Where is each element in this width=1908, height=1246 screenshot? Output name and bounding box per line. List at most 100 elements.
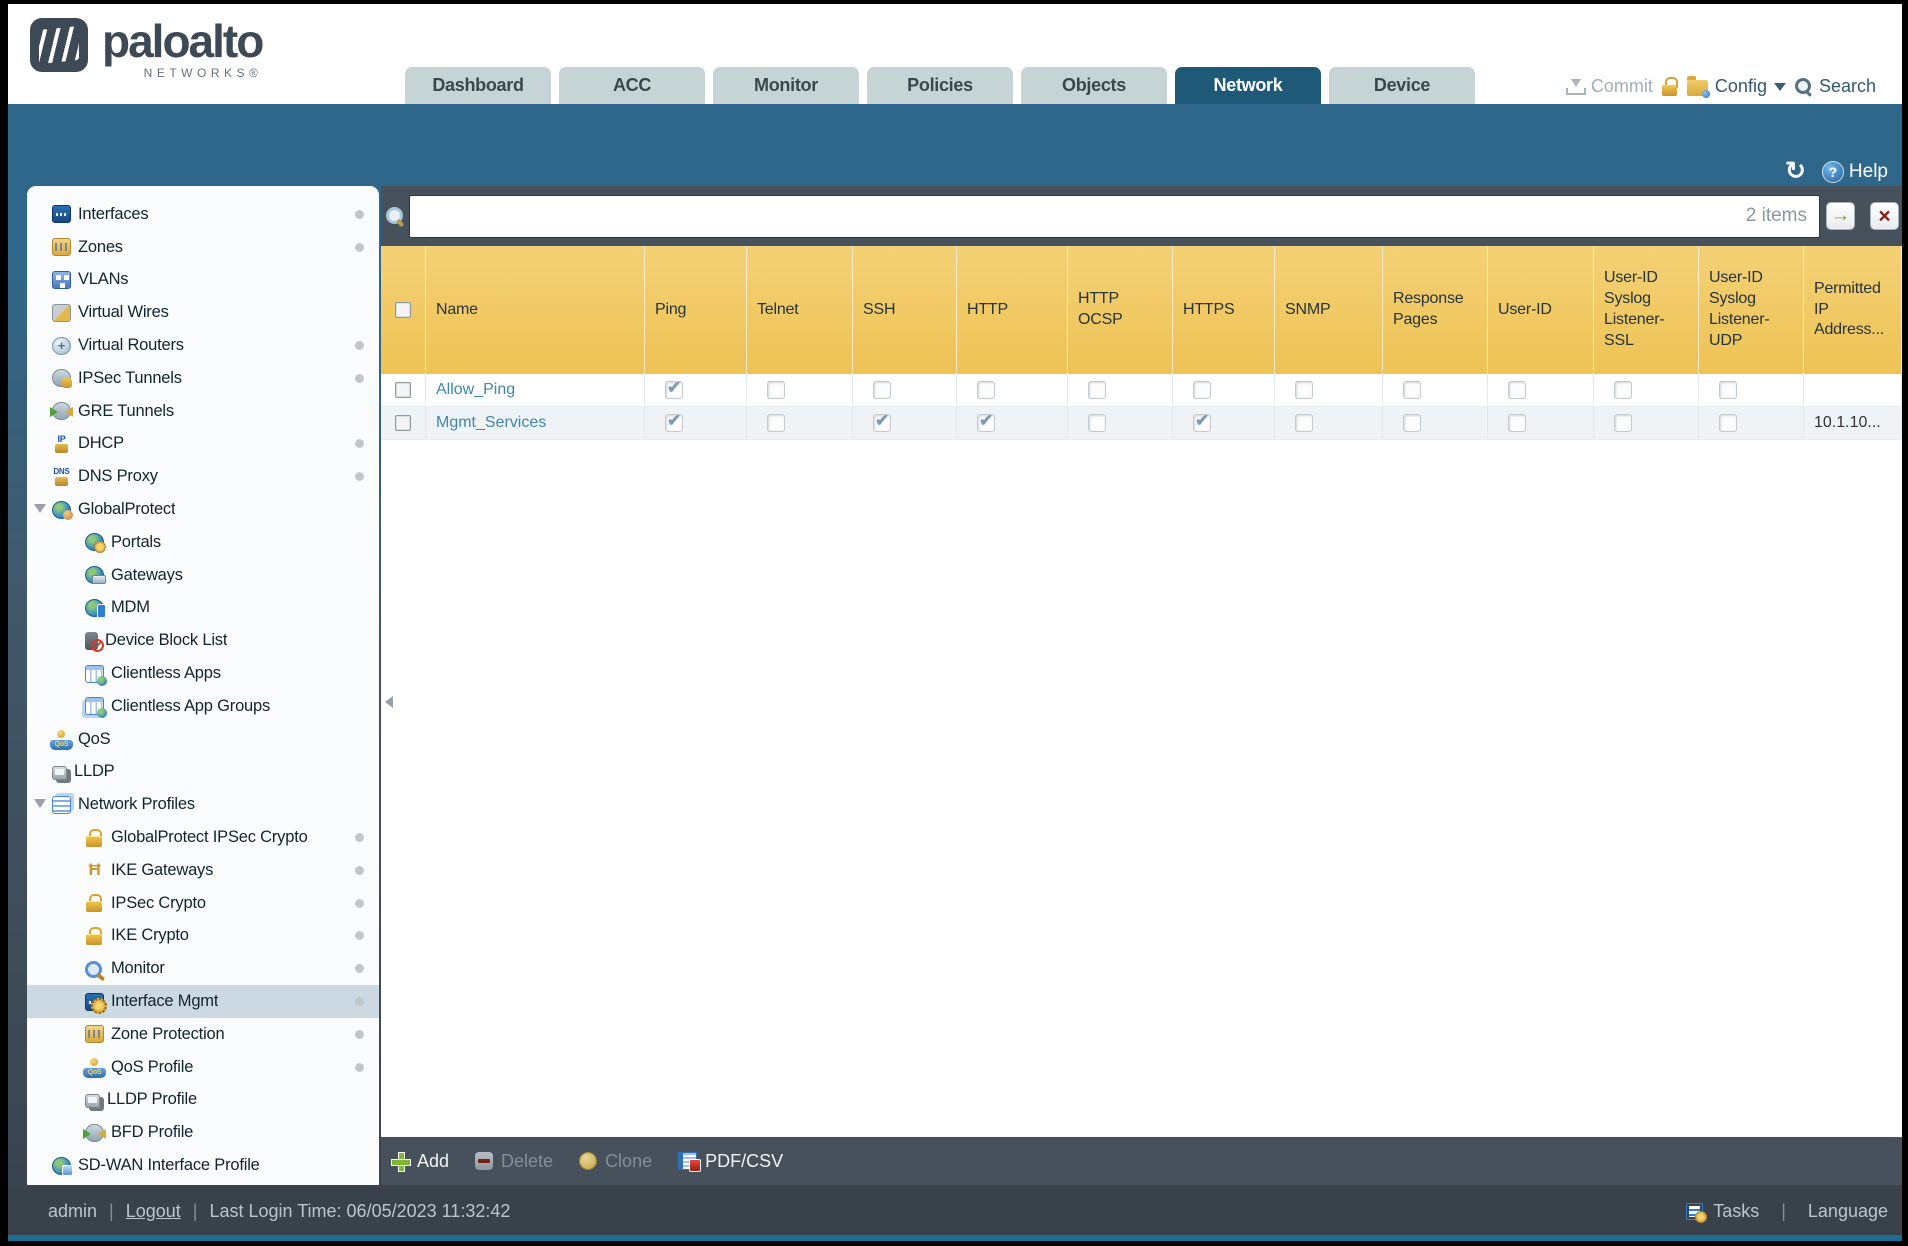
clear-filter-button[interactable]: ×: [1870, 202, 1899, 230]
row-select-checkbox[interactable]: [395, 382, 411, 398]
checkbox-unchecked[interactable]: [1193, 381, 1211, 399]
search-menu-button[interactable]: Search: [1794, 76, 1876, 97]
sidebar-item-ipsec-tunnels[interactable]: IPSec Tunnels: [27, 362, 379, 395]
sidebar-item-lldp-profile[interactable]: LLDP Profile: [27, 1084, 379, 1117]
sidebar-item-dhcp[interactable]: DHCP: [27, 428, 379, 461]
sidebar-item-qos-profile[interactable]: QoS Profile: [27, 1051, 379, 1084]
sidebar-item-globalprotect-ipsec-crypto[interactable]: GlobalProtect IPSec Crypto: [27, 821, 379, 854]
sidebar-item-dns-proxy[interactable]: DNS Proxy: [27, 460, 379, 493]
sidebar-item-ike-gateways[interactable]: IKE Gateways: [27, 854, 379, 887]
filter-search-icon[interactable]: [386, 207, 404, 225]
logout-link[interactable]: Logout: [125, 1201, 181, 1221]
sidebar-item-network-profiles[interactable]: Network Profiles: [27, 788, 379, 821]
filter-input[interactable]: [422, 205, 1736, 227]
checkbox-checked[interactable]: [873, 411, 891, 432]
sidebar-item-vlans[interactable]: VLANs: [27, 264, 379, 297]
column-header-http[interactable]: HTTP: [957, 246, 1068, 374]
column-header-response-pages[interactable]: Response Pages: [1383, 246, 1488, 374]
lock-icon[interactable]: [1661, 77, 1678, 96]
add-button[interactable]: Add: [391, 1151, 449, 1172]
sidebar-item-label: DNS Proxy: [78, 467, 158, 486]
row-select-checkbox[interactable]: [395, 415, 411, 431]
column-header-permitted-ip-address-[interactable]: Permitted IP Address...: [1804, 246, 1902, 374]
tree-expander-icon[interactable]: [34, 799, 46, 814]
checkbox-unchecked[interactable]: [767, 414, 785, 432]
sidebar-item-sd-wan-interface-profile[interactable]: SD-WAN Interface Profile: [27, 1149, 379, 1182]
sidebar-item-virtual-routers[interactable]: Virtual Routers: [27, 329, 379, 362]
tree-expander-icon[interactable]: [34, 504, 46, 519]
checkbox-unchecked[interactable]: [1295, 381, 1313, 399]
profile-name-link[interactable]: Allow_Ping: [436, 381, 516, 398]
sidebar-collapse-handle[interactable]: [379, 696, 393, 708]
checkbox-unchecked[interactable]: [977, 381, 995, 399]
select-all-checkbox[interactable]: [395, 302, 411, 318]
pdfcsv-button[interactable]: PDF/CSV: [678, 1151, 783, 1172]
column-header-user-id[interactable]: User-ID: [1488, 246, 1594, 374]
sidebar-item-gre-tunnels[interactable]: GRE Tunnels: [27, 395, 379, 428]
help-button[interactable]: ? Help: [1821, 160, 1888, 183]
sidebar-item-monitor[interactable]: Monitor: [27, 952, 379, 985]
profile-name-link[interactable]: Mgmt_Services: [436, 414, 547, 431]
checkbox-unchecked[interactable]: [1508, 381, 1526, 399]
tab-device[interactable]: Device: [1329, 67, 1475, 104]
commit-button[interactable]: Commit: [1565, 76, 1653, 97]
column-header-https[interactable]: HTTPS: [1173, 246, 1275, 374]
sidebar-item-label: QoS: [78, 729, 111, 748]
tab-acc[interactable]: ACC: [559, 67, 705, 104]
checkbox-unchecked[interactable]: [1614, 381, 1632, 399]
tab-monitor[interactable]: Monitor: [713, 67, 859, 104]
checkbox-checked[interactable]: [977, 411, 995, 432]
service-cell-user-id-syslog-listener-udp: [1699, 374, 1804, 406]
column-header-snmp[interactable]: SNMP: [1275, 246, 1383, 374]
tab-network[interactable]: Network: [1175, 67, 1321, 104]
sidebar-item-qos[interactable]: QoS: [27, 723, 379, 756]
sidebar-item-portals[interactable]: Portals: [27, 526, 379, 559]
checkbox-unchecked[interactable]: [1719, 381, 1737, 399]
checkbox-unchecked[interactable]: [873, 381, 891, 399]
checkbox-unchecked[interactable]: [1719, 414, 1737, 432]
checkbox-unchecked[interactable]: [1403, 414, 1421, 432]
sidebar-item-ike-crypto[interactable]: IKE Crypto: [27, 920, 379, 953]
sidebar-item-globalprotect[interactable]: GlobalProtect: [27, 493, 379, 526]
refresh-icon[interactable]: ↻: [1784, 157, 1806, 185]
sidebar-item-mdm[interactable]: MDM: [27, 592, 379, 625]
checkbox-checked[interactable]: [1193, 411, 1211, 432]
sidebar-item-virtual-wires[interactable]: Virtual Wires: [27, 296, 379, 329]
sidebar-item-clientless-apps[interactable]: Clientless Apps: [27, 657, 379, 690]
checkbox-unchecked[interactable]: [1295, 414, 1313, 432]
sidebar-item-interfaces[interactable]: Interfaces: [27, 198, 379, 231]
sidebar-item-ipsec-crypto[interactable]: IPSec Crypto: [27, 887, 379, 920]
sidebar-item-gateways[interactable]: Gateways: [27, 559, 379, 592]
sidebar-item-bfd-profile[interactable]: BFD Profile: [27, 1116, 379, 1149]
sidebar-item-lldp[interactable]: LLDP: [27, 756, 379, 789]
checkbox-unchecked[interactable]: [1614, 414, 1632, 432]
tasks-link[interactable]: Tasks: [1713, 1201, 1760, 1221]
column-header-ssh[interactable]: SSH: [853, 246, 957, 374]
column-header-ping[interactable]: Ping: [645, 246, 747, 374]
sidebar-item-interface-mgmt[interactable]: Interface Mgmt: [27, 985, 379, 1018]
sidebar-item-zone-protection[interactable]: Zone Protection: [27, 1018, 379, 1051]
column-header-user-id-syslog-listener-udp[interactable]: User-ID Syslog Listener-UDP: [1699, 246, 1804, 374]
sidebar-item-zones[interactable]: Zones: [27, 231, 379, 264]
sidebar-item-device-block-list[interactable]: Device Block List: [27, 624, 379, 657]
column-header-name[interactable]: Name: [426, 246, 645, 374]
checkbox-checked[interactable]: [665, 378, 683, 399]
tab-dashboard[interactable]: Dashboard: [405, 67, 551, 104]
checkbox-unchecked[interactable]: [1508, 414, 1526, 432]
checkbox-unchecked[interactable]: [1403, 381, 1421, 399]
sidebar-item-clientless-app-groups[interactable]: Clientless App Groups: [27, 690, 379, 723]
tab-policies[interactable]: Policies: [867, 67, 1013, 104]
lldp-profile-icon: [85, 1093, 100, 1108]
column-header-http-ocsp[interactable]: HTTP OCSP: [1068, 246, 1173, 374]
checkbox-unchecked[interactable]: [767, 381, 785, 399]
config-menu-button[interactable]: Config: [1686, 76, 1786, 98]
checkbox-checked[interactable]: [665, 411, 683, 432]
apply-filter-button[interactable]: →: [1826, 202, 1855, 230]
language-link[interactable]: Language: [1807, 1201, 1888, 1221]
column-header-telnet[interactable]: Telnet: [747, 246, 853, 374]
checkbox-unchecked[interactable]: [1088, 414, 1106, 432]
column-header-user-id-syslog-listener-ssl[interactable]: User-ID Syslog Listener-SSL: [1594, 246, 1699, 374]
tab-objects[interactable]: Objects: [1021, 67, 1167, 104]
checkbox-unchecked[interactable]: [1088, 381, 1106, 399]
interface-mgmt-icon: [85, 992, 107, 1014]
